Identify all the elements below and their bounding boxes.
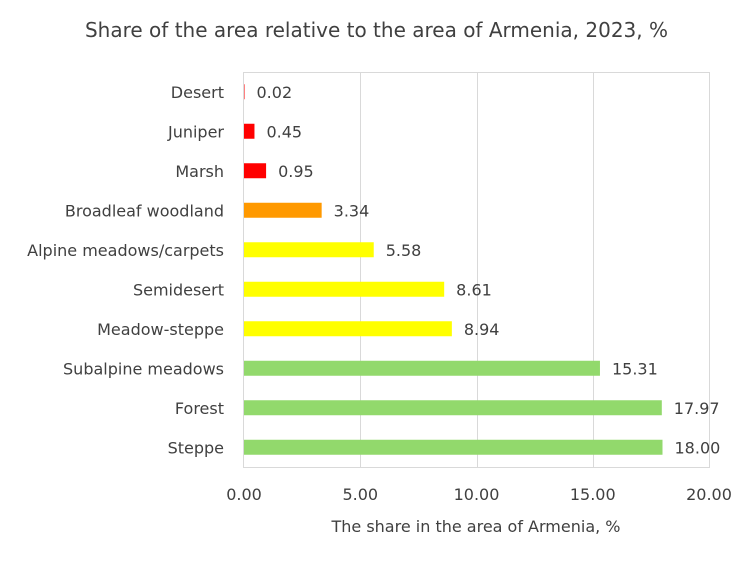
bar: [244, 84, 245, 100]
bar: [244, 360, 600, 376]
value-labels: 0.02 0.45 0.95 3.34 5.58 8.61 8.94 15.31 17.97 18…: [257, 83, 721, 458]
data-label: 8.61: [456, 280, 492, 299]
bar: [244, 202, 322, 218]
category-label: Broadleaf woodland: [65, 201, 224, 220]
bars: [244, 84, 663, 455]
category-label: Forest: [175, 399, 224, 418]
category-label: Marsh: [175, 162, 224, 181]
data-label: 17.97: [674, 399, 720, 418]
category-labels: Desert Juniper Marsh Broadleaf woodland Alpi…: [27, 83, 224, 458]
category-label: Semidesert: [133, 280, 224, 299]
category-label: Meadow-steppe: [97, 320, 224, 339]
category-label: Alpine meadows/carpets: [27, 241, 224, 260]
x-tick-labels: 0.00 5.00 10.00 15.00 20.00: [226, 485, 732, 504]
x-tick-label: 0.00: [226, 485, 262, 504]
data-label: 3.34: [334, 201, 370, 220]
bar: [244, 123, 255, 139]
data-label: 8.94: [464, 320, 500, 339]
x-tick-label: 5.00: [342, 485, 378, 504]
data-label: 0.45: [266, 122, 302, 141]
x-tick-label: 20.00: [686, 485, 732, 504]
data-label: 5.58: [386, 241, 422, 260]
category-label: Juniper: [167, 122, 224, 141]
bar: [244, 439, 663, 455]
bar: [244, 242, 374, 258]
data-label: 15.31: [612, 359, 658, 378]
bar: [244, 321, 452, 337]
plot-area: [243, 72, 710, 468]
category-label: Subalpine meadows: [63, 359, 224, 378]
data-label: 0.02: [257, 83, 293, 102]
x-tick-label: 10.00: [454, 485, 500, 504]
x-tick-label: 15.00: [570, 485, 616, 504]
x-axis-title: The share in the area of Armenia, %: [330, 517, 620, 536]
bar: [244, 163, 267, 179]
chart-title: Share of the area relative to the area o…: [84, 18, 668, 42]
data-label: 0.95: [278, 162, 314, 181]
data-label: 18.00: [675, 438, 721, 457]
category-label: Desert: [171, 83, 224, 102]
bar: [244, 400, 662, 416]
category-label: Steppe: [168, 438, 224, 457]
bar: [244, 281, 445, 297]
